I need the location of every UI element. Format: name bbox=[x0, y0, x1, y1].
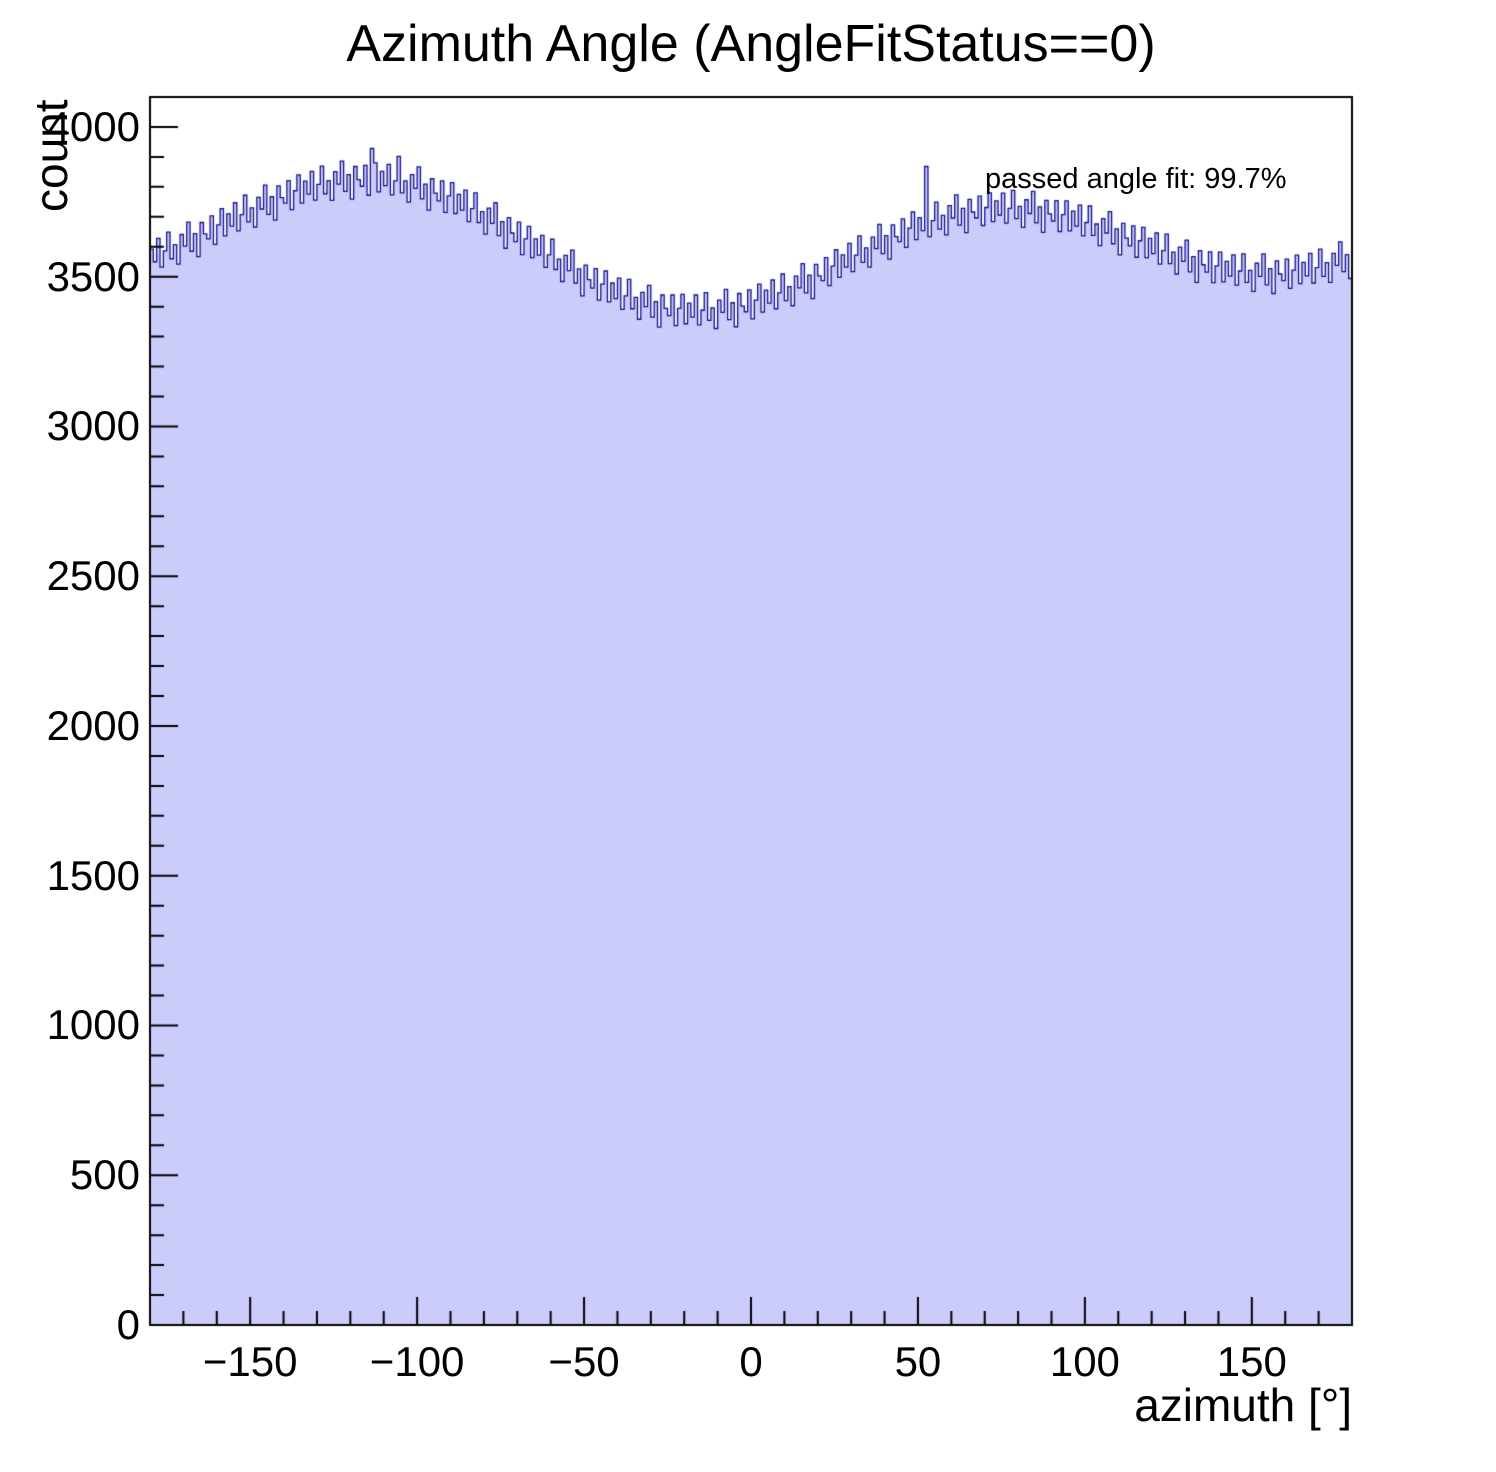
y-tick-label: 0 bbox=[116, 1301, 140, 1348]
y-tick-label: 1000 bbox=[46, 1001, 140, 1049]
x-axis-title: azimuth [°] bbox=[1134, 1379, 1352, 1431]
x-tick-label: −100 bbox=[369, 1338, 465, 1385]
y-tick-label: 2000 bbox=[46, 701, 140, 749]
x-tick-label: 100 bbox=[1049, 1338, 1120, 1385]
y-tick-label: 1500 bbox=[46, 851, 140, 899]
y-tick-label: 3000 bbox=[46, 402, 140, 450]
x-tick-label: 0 bbox=[739, 1338, 763, 1385]
x-tick-label: 50 bbox=[894, 1338, 942, 1385]
passed-angle-fit-annotation: passed angle fit: 99.7% bbox=[985, 163, 1287, 195]
y-tick-label: 3500 bbox=[46, 252, 140, 300]
x-tick-label: −150 bbox=[202, 1338, 298, 1385]
chart-title: Azimuth Angle (AngleFitStatus==0) bbox=[346, 15, 1156, 73]
y-tick-label: 500 bbox=[69, 1151, 140, 1199]
y-tick-label: 4000 bbox=[46, 102, 140, 150]
x-tick-label: 150 bbox=[1216, 1338, 1287, 1385]
x-tick-label: −50 bbox=[548, 1338, 620, 1385]
y-tick-label: 2500 bbox=[46, 552, 140, 600]
